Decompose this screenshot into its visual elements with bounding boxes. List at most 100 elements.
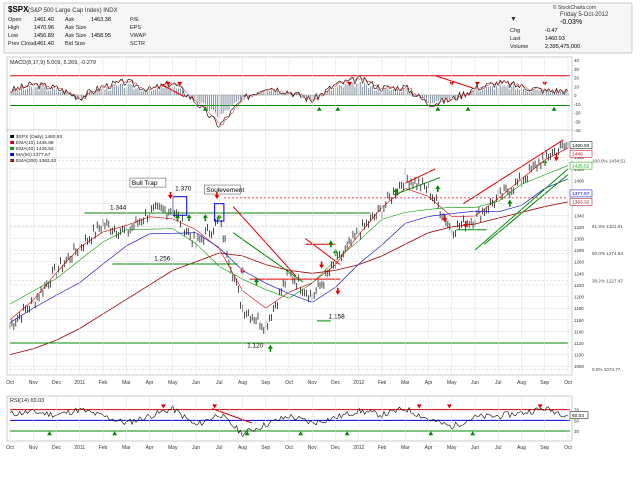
up-arrow-icon [393,188,399,193]
down-arrow-icon [160,404,166,409]
x-tick-label: Dec [52,380,61,386]
x-tick-label-rsi: Nov [308,445,317,451]
up-arrow-stem [269,348,272,352]
x-tick-label: Jul [495,380,501,386]
macd-tick-label: -10 [574,102,581,107]
up-arrow-icon [344,431,350,436]
up-arrow-icon [47,431,53,436]
x-tick-label: Nov [29,380,38,386]
x-tick-label-rsi: Mar [122,445,131,451]
macd-tick-label: 10 [574,84,580,89]
x-tick-label-rsi: Dec [52,445,61,451]
header-field-key: P/E [130,17,139,23]
down-arrow-icon [346,81,352,86]
y-tick-label: 1240 [574,271,585,276]
y-tick-label: 1300 [574,236,585,241]
header-field-key: Ask Size [65,25,86,31]
x-tick-label-rsi: May [447,445,457,451]
up-arrow-stem [255,282,258,286]
header-field-key: Open [8,17,21,23]
right-value-tag [569,161,593,170]
x-tick-label-rsi: Sep [540,445,549,451]
up-arrow-icon [298,431,304,436]
price-level-label: 1.256 [154,256,171,263]
up-arrow-icon [267,344,273,349]
right-value-tag-text: 1377.67 [572,191,590,197]
legend-swatch [10,135,14,138]
x-tick-label: Apr [146,380,154,386]
right-value-tag-text: 1363.32 [572,200,590,206]
up-arrow-stem [204,218,207,222]
down-arrow-icon [165,81,171,86]
fib-label: 50.0% 1274.64 [592,251,623,256]
down-arrow-stem [216,191,218,195]
macd-tick-label: -40 [574,128,581,133]
x-tick-label: Sep [261,380,270,386]
symbol-description: (S&P 500 Large Cap Index) INDX [28,8,118,14]
y-tick-label: 1220 [574,283,585,288]
y-tick-label: 1100 [574,353,584,358]
x-tick-label-rsi: Oct [285,445,293,451]
header-field-key: Ask Size [65,33,86,39]
macd-tick-label: -20 [574,111,581,116]
rsi-trend-line [212,408,252,424]
fib-label: 61.8% 1321.51 [592,224,623,229]
header-field-key: High [8,25,19,31]
trend-line [304,238,341,266]
change-pct: -0.03% [560,19,582,26]
header-field-value: 2,395,475,000 [545,44,580,50]
x-tick-label: Mar [122,380,131,386]
up-arrow-icon [202,214,208,219]
header-field-value: -0.47 [545,28,558,34]
rsi-panel [6,395,573,442]
header-field-key: Prev Close [8,41,35,47]
x-tick-label-rsi: Jul [495,445,501,451]
header-field-key: EPS [130,25,141,31]
header-field-value: 1461.40 [34,17,54,23]
right-value-tag-text: 1460.93 [572,143,590,149]
trend-line [463,139,564,205]
up-arrow-stem [176,218,179,222]
down-arrow-icon [167,194,173,199]
rsi-legend: RSI(14) 60.03 [10,398,44,404]
x-tick-label: Jul [216,380,222,386]
fib-label: 100.0% 1434.51 [592,158,626,163]
x-tick-label-rsi: May [168,445,178,451]
symbol: $SPX [8,5,29,14]
up-arrow-icon [465,106,471,111]
header-field-key: Chg [510,28,520,34]
brand: © StockCharts.com [553,4,596,11]
macd-legend: MACD(8,17,9) 5.009, 5.269, -0.279 [10,60,96,66]
fib-label: 0.0% 1074.77 [592,367,621,372]
x-tick-label: Oct [285,380,293,386]
rsi-value-text: 60.03 [572,413,584,419]
up-arrow-icon [174,214,180,219]
right-value-tag [569,197,593,206]
y-tick-label: 1440 [574,155,585,160]
y-tick-label: 1160 [574,318,584,323]
x-tick-label-rsi: 2012 [353,445,364,451]
legend-label: $SPX (Daily) 1460.93 [16,134,62,140]
macd-trend-line [435,75,473,89]
x-tick-label: Aug [517,380,526,386]
x-tick-label-rsi: Jun [192,445,200,451]
y-tick-label: 1080 [574,364,585,369]
legend-label: EMA(10) 1446.88 [16,140,54,146]
down-arrow-stem [443,215,446,219]
legend-label: EMA(40) 1425.52 [16,146,54,152]
x-tick-label-rsi: Oct [6,445,14,451]
macd-tick-label: 20 [574,76,580,81]
trend-line [393,177,441,196]
x-tick-label: Oct [564,380,572,386]
down-triangle-icon: ▼ [510,16,517,23]
x-tick-label: Feb [99,380,108,386]
fib-label: 38.2% 1227.47 [592,279,623,284]
macd-tick-label: 0 [574,93,577,98]
x-tick-label: May [447,380,457,386]
x-tick-label-rsi: Feb [378,445,387,451]
x-tick-label: Jun [471,380,479,386]
x-tick-label: 2011 [74,380,85,386]
down-arrow-icon [553,157,559,162]
